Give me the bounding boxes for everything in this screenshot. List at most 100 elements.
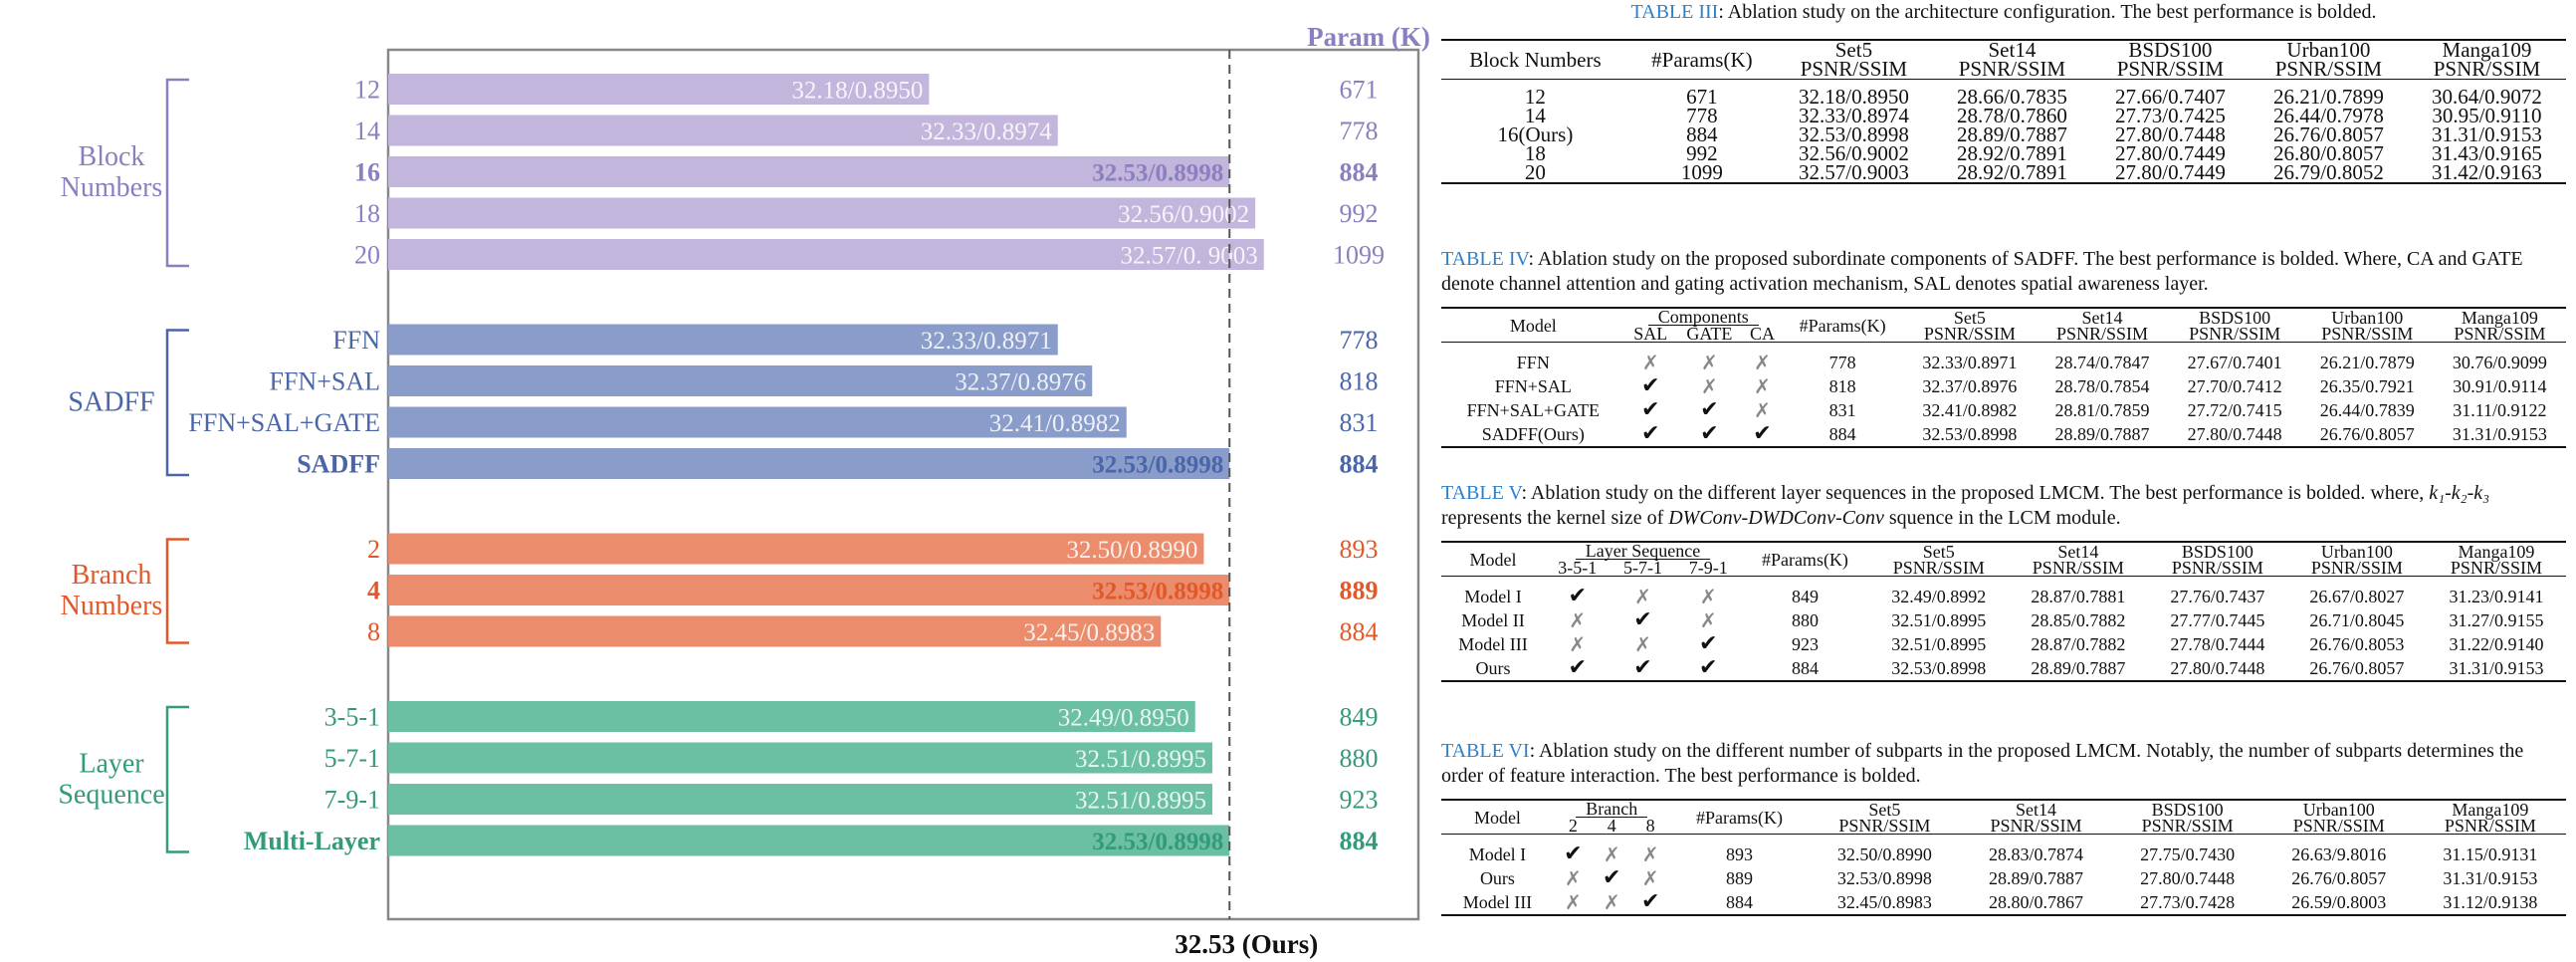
bar-value-label: 32.53/0.8998 [1092,160,1223,187]
table-row: Model I ✔ ✗ ✗ 893 32.50/0.8990 28.83/0.7874 27.… [1468,842,2538,867]
bar [388,324,1058,356]
bar-value-label: 32.49/0.8950 [1058,705,1189,732]
table-row: 20 1099 32.57/0.9003 28.92/0.7891 27.80/0.74… [1524,160,2542,184]
cross-icon: ✗ [1754,398,1771,422]
check-icon: ✔ [1700,397,1719,422]
check-icon: ✔ [1699,655,1718,680]
param-value: 884 [1340,158,1379,187]
cross-icon: ✗ [1754,351,1771,374]
bar-value-label: 32.18/0.8950 [791,78,923,105]
group-bracket [165,78,189,268]
row-label: 2 [367,535,380,564]
param-value: 889 [1340,577,1379,605]
bar-value-label: 32.53/0.8998 [1092,579,1223,605]
row-label: 4 [367,577,380,605]
param-value: 831 [1340,408,1379,437]
bar-value-label: 32.57/0. 9003 [1121,243,1258,270]
tables-column: TABLE III: Ablation study on the archite… [1441,0,2568,962]
bar-value-label: 32.53/0.8998 [1092,452,1223,479]
param-value: 1099 [1333,241,1385,270]
group-label: Numbers [61,591,163,621]
cross-icon: ✗ [1564,866,1582,890]
table-row: Model III ✗ ✗ ✔ 884 32.45/0.8983 28.80/0.7867 2… [1462,889,2538,915]
row-label: 8 [367,617,380,646]
group-label: Block [79,141,145,172]
cross-icon: ✗ [1569,608,1587,632]
table-row: FFN+SAL ✔ ✗ ✗ 818 32.37/0.8976 28.78/0.7854 27.… [1494,373,2547,399]
group-bracket [165,705,189,853]
table-iv-title: TABLE IV [1441,248,1529,270]
param-value: 778 [1340,117,1379,145]
cross-icon: ✗ [1603,842,1620,866]
row-label: 5-7-1 [324,744,380,773]
cross-icon: ✗ [1569,632,1587,656]
row-label: FFN+SAL+GATE [188,408,380,437]
cross-icon: ✗ [1603,890,1620,914]
row-label: Multi-Layer [244,827,380,855]
param-value: 778 [1340,326,1379,355]
ablation-bar-chart: Param (K) 32.18/0.8950 12 671 32.33/0.8974 14… [58,22,1430,959]
table-row: Ours ✗ ✔ ✗ 889 32.53/0.8998 28.89/0.7887 27.80/… [1479,865,2538,891]
bar [388,701,1195,732]
cross-icon: ✗ [1641,842,1659,866]
check-icon: ✔ [1640,397,1660,422]
row-label: 18 [354,199,380,228]
bar [388,239,1264,270]
bar [388,533,1204,565]
bar-value-label: 32.53/0.8998 [1092,829,1223,855]
check-icon: ✔ [1699,631,1718,656]
table-iii-title: TABLE III [1630,1,1719,23]
table-iv-block: TABLE IV: Ablation study on the proposed… [1441,247,2566,448]
table-row: 12 671 32.18/0.8950 28.66/0.7835 27.66/0.740… [1524,85,2542,109]
bar-value-label: 32.37/0.8976 [955,369,1086,396]
table-v-title: TABLE V [1441,482,1522,504]
row-label: 16 [354,158,380,187]
table-row: 16(Ours) 884 32.53/0.8998 28.89/0.7887 27.80… [1497,122,2542,146]
bar-value-label: 32.51/0.8995 [1075,788,1206,815]
param-value: 992 [1340,199,1379,228]
check-icon: ✔ [1700,421,1719,446]
check-icon: ✔ [1640,373,1660,398]
table-v-block: TABLE V: Ablation study on the different… [1441,481,2566,682]
table-row: FFN ✗ ✗ ✗ 778 32.33/0.8971 28.74/0.7847 27.67/0… [1516,351,2547,374]
param-value: 818 [1340,367,1379,396]
group-label: Branch [72,560,152,591]
table-iv: Model Components #Params(K) Set5 Set14 BSDS10… [1441,307,2566,448]
bar [388,575,1230,605]
table-row: SADFF(Ours) ✔ ✔ ✔ 884 32.53/0.8998 28.89/0.788… [1481,421,2547,446]
table-row: Model III ✗ ✗ ✔ 923 32.51/0.8995 28.87/0.7882 2… [1458,631,2544,657]
table-iii-caption: TABLE III: Ablation study on the archite… [1630,1,2377,23]
table-row: FFN+SAL+GATE ✔ ✔ ✗ 831 32.41/0.8982 28.81/0.78… [1466,397,2547,423]
group-label: Sequence [58,779,164,810]
bar [388,197,1256,229]
check-icon: ✔ [1564,842,1583,866]
bar [388,406,1127,438]
bar-value-label: 32.56/0.9002 [1118,201,1249,228]
cross-icon: ✗ [1641,351,1659,374]
check-icon: ✔ [1640,421,1660,446]
plot-frame [386,48,1420,921]
cross-icon: ✗ [1700,351,1718,374]
bar [388,365,1093,396]
table-vi: Model Branch #Params(K) Set5 Set14 BSDS100 Urb… [1441,799,2566,916]
bar-value-label: 32.51/0.8995 [1075,746,1206,773]
check-icon: ✔ [1633,655,1652,680]
table-row: Model I ✔ ✗ ✗ 849 32.49/0.8992 28.87/0.7881 27.… [1464,584,2544,609]
table-iii-block: TABLE III: Ablation study on the archite… [1441,0,2566,184]
table-vi-block: TABLE VI: Ablation study on the differen… [1441,739,2566,916]
row-label: 20 [354,241,380,270]
row-label: FFN+SAL [270,367,380,396]
table-iv-caption: TABLE IV: Ablation study on the proposed… [1441,248,2523,295]
table-row: 18 992 32.56/0.9002 28.92/0.7891 27.80/0.744… [1524,141,2542,165]
cross-icon: ✗ [1699,585,1717,608]
bar [388,784,1212,815]
table-iii: Block Numbers #Params(K) Set5 Set14 BSDS… [1441,39,2566,184]
param-value: 893 [1340,535,1379,564]
check-icon: ✔ [1633,607,1652,632]
row-label: 3-5-1 [324,703,380,732]
param-value: 880 [1340,744,1379,773]
table-row: 14 778 32.33/0.8974 28.78/0.7860 27.73/0.742… [1524,104,2542,127]
param-value: 849 [1340,703,1379,732]
check-icon: ✔ [1568,655,1587,680]
check-icon: ✔ [1640,889,1660,914]
